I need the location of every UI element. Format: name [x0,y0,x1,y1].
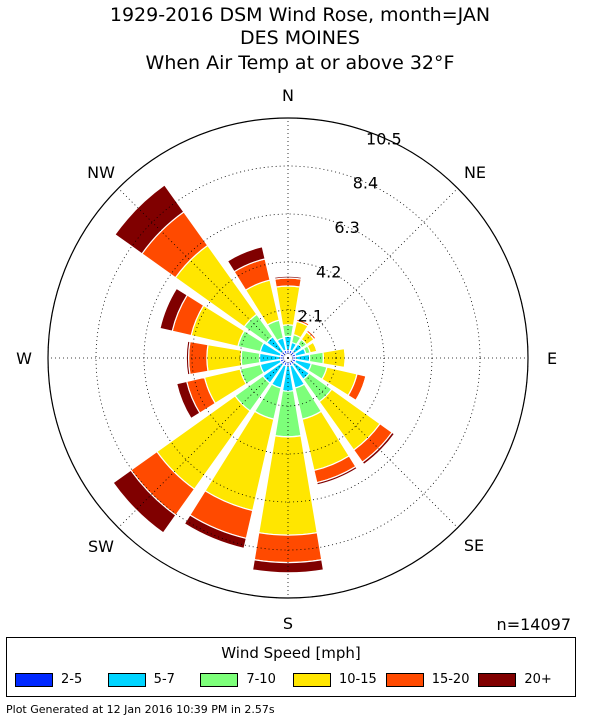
grid-spoke [118,357,289,528]
wind-rose-chart: 2.1 4.2 6.3 8.4 10.5 N NE E SE S SW W NW n=14097 [16,86,571,634]
wind-bar-SE-20+ [361,431,396,466]
radial-tick-label: 10.5 [366,129,402,148]
direction-label-se: SE [464,536,484,555]
wind-bar-W-10-15 [206,343,243,373]
wind-bar-NNW-20+ [226,245,266,273]
direction-label-sw: SW [88,537,114,556]
wind-bar-SW-20+ [112,469,177,534]
legend-item: 10-15 [293,672,386,687]
legend-title: Wind Speed [mph] [221,644,361,662]
chart-station: DES MOINES [240,27,360,49]
legend-swatch [385,672,424,687]
direction-label-e: E [547,349,557,368]
grid-spoke [118,188,289,359]
legend-label: 2-5 [61,672,83,687]
radial-tick-label: 6.3 [334,218,359,237]
grid-spoke [287,357,458,528]
wind-bar-SSE-20+ [316,465,358,486]
wind-bar-W-20+ [185,340,191,376]
radial-tick-label: 8.4 [353,174,378,193]
wind-bar-E-10-15 [322,347,346,369]
wind-bar-SSW-20+ [183,514,248,550]
legend-item: 2-5 [15,672,108,687]
wind-bar-WSW-20+ [175,380,201,420]
legend-label: 20+ [524,672,552,687]
wind-bar-N-7-10 [281,324,295,338]
wind-bar-ESE-20+ [355,375,368,402]
grid-spoke [287,188,458,359]
radial-tick-label: 2.1 [298,307,323,326]
legend-item: 15-20 [385,672,479,687]
direction-label-n: N [282,86,294,105]
direction-label-w: W [16,349,32,368]
direction-label-ne: NE [464,163,486,182]
direction-label-s: S [283,614,293,633]
radial-tick-label: 4.2 [316,262,341,281]
wind-bar-NE-20+ [307,328,318,339]
observation-count: n=14097 [497,615,571,634]
legend-item: 7-10 [200,672,293,687]
wind-bar-E-20+ [344,347,348,369]
wind-bar-WNW-20+ [159,287,189,332]
legend-label: 7-10 [246,672,276,687]
chart-condition: When Air Temp at or above 32°F [145,52,455,74]
wind-bar-ENE-20+ [313,340,320,352]
legend-swatch [478,672,517,687]
legend-label: 5-7 [153,672,175,687]
legend-swatch [107,672,146,687]
legend-swatch [15,672,53,687]
legend-item: 20+ [478,672,571,687]
legend-items: 2-5 5-7 7-10 10-15 15-20 20+ [15,672,571,687]
legend-label: 15-20 [431,672,470,687]
outer-ring [47,117,529,599]
legend: Wind Speed [mph] 2-5 5-7 7-10 10-15 15-20 20+ [6,637,576,697]
legend-label: 10-15 [339,672,377,687]
legend-swatch [200,672,239,687]
legend-item: 5-7 [107,672,201,687]
wind-bar-NNE-20+ [296,317,311,325]
direction-label-nw: NW [87,163,115,182]
footer-text: Plot Generated at 12 Jan 2016 10:39 PM i… [6,703,275,716]
chart-title: 1929-2016 DSM Wind Rose, month=JAN [109,4,491,26]
legend-swatch [293,672,332,687]
